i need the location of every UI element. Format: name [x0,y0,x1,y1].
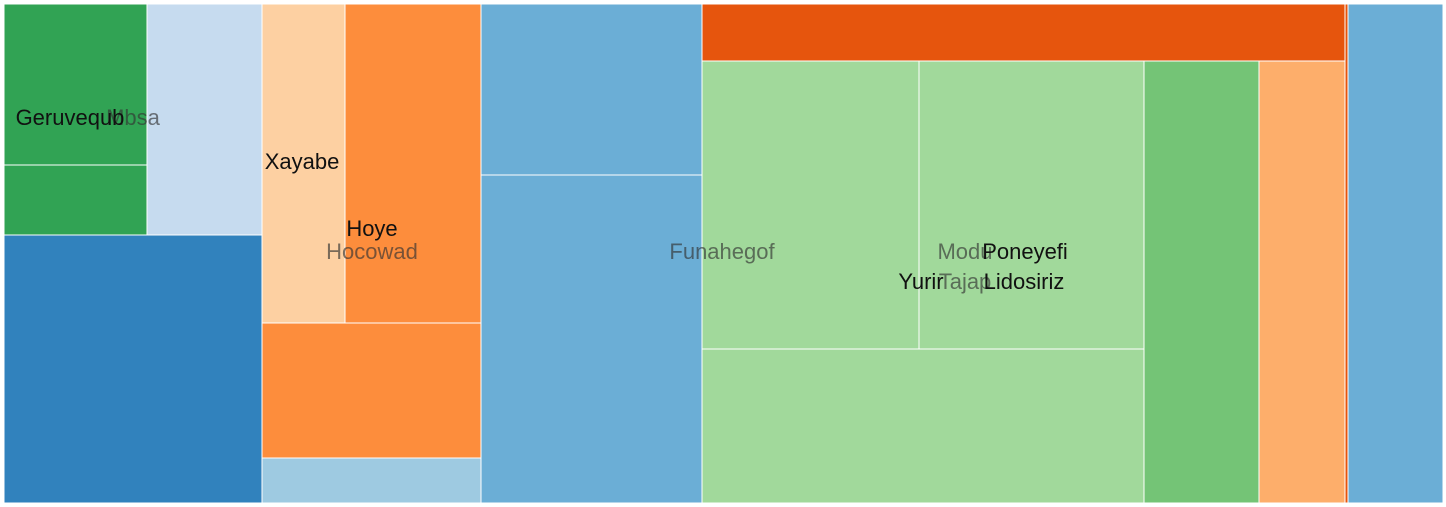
treemap-group-labels: Mbsa Hocowad Funahegof Modu Tajap [106,105,992,294]
leaf-label-xayabe: Xayabe [265,149,340,174]
treemap-cell-g1-2 [261,322,482,459]
treemap-cell-g1-3 [261,457,482,504]
group-label-modu: Modu [937,239,992,264]
treemap-cell-geruvequb [3,3,148,166]
leaf-label-geruvequb: Geruvequb [16,105,125,130]
leaf-label-poneyefi: Poneyefi [982,239,1068,264]
treemap-cell-g5-0 [1347,3,1444,504]
treemap-cell-yurir [701,60,920,350]
treemap-cell-g2-0 [480,3,703,176]
treemap-cell-hoye [344,3,482,324]
treemap-cell-g2-1 [480,174,703,504]
treemap-cell-g0-1 [3,164,148,236]
leaf-label-yurir: Yurir [898,269,943,294]
treemap-cell-poneyefi [918,60,1145,350]
treemap-cells [3,3,1444,504]
treemap-cell-g0-3 [3,234,263,504]
treemap-cell-lidosiriz [701,348,1145,504]
leaf-label-hoye: Hoye [346,216,397,241]
group-label-tajap: Tajap [939,269,992,294]
treemap-leaf-labels: Geruvequb Xayabe Hoye Yurir Poneyefi Lidosiri… [16,105,1068,294]
treemap-cell-xayabe [261,3,346,324]
group-label-funahegof: Funahegof [669,239,775,264]
treemap-cell-g0-2 [146,3,263,236]
group-label-hocowad: Hocowad [326,239,418,264]
treemap-cell-g3-0 [701,3,1346,62]
leaf-label-lidosiriz: Lidosiriz [984,269,1065,294]
treemap-cell-g4-3 [1143,60,1260,504]
treemap-cell-g4-4 [1258,60,1346,504]
group-label-mbsa: Mbsa [106,105,161,130]
